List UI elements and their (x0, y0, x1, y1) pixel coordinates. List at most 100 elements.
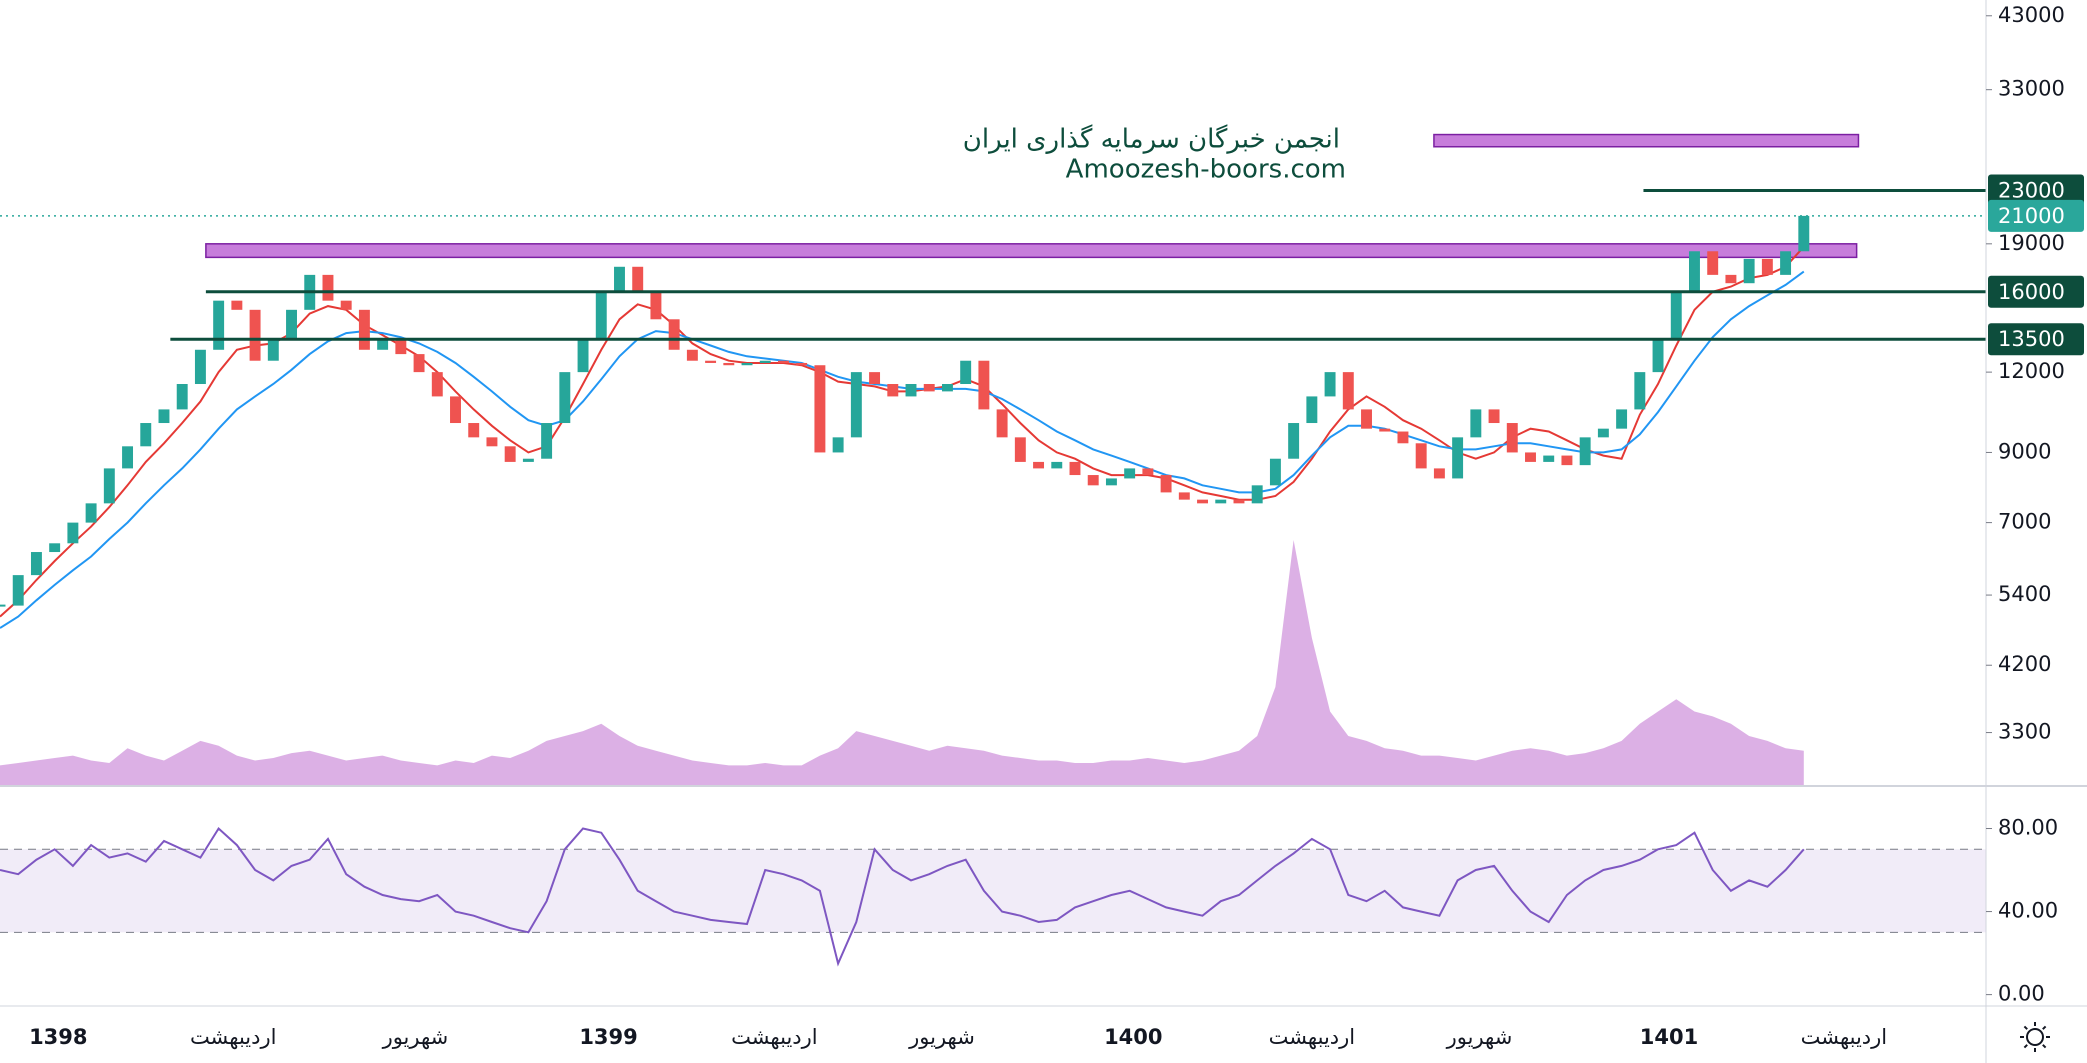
level-label: 13500 (1998, 327, 2065, 351)
rsi-tick-label: 0.00 (1998, 982, 2045, 1006)
candle (322, 274, 334, 301)
candle (1160, 475, 1172, 493)
x-tick-label: اردیبهشت (1269, 1025, 1356, 1049)
candle (267, 339, 279, 361)
candle (1269, 458, 1281, 486)
x-tick-label: اردیبهشت (1801, 1025, 1888, 1049)
candle (1251, 485, 1263, 504)
candle (1561, 455, 1573, 466)
candle (231, 300, 243, 310)
settings-icon[interactable] (2020, 1022, 2050, 1052)
candle (1433, 468, 1445, 479)
candle (140, 423, 152, 447)
last-price-label: 21000 (1998, 204, 2065, 228)
y-tick-label: 9000 (1998, 439, 2051, 463)
candle (996, 409, 1008, 438)
candle (1361, 409, 1372, 429)
candle (103, 468, 115, 504)
candle (1379, 428, 1391, 432)
candle (1069, 461, 1081, 476)
candle (395, 339, 407, 355)
plot-layer (0, 133, 1986, 967)
volume-area (0, 540, 1804, 785)
candle (1743, 258, 1755, 284)
y-tick-label: 4200 (1998, 652, 2051, 676)
zone (1433, 133, 1860, 148)
x-tick-label: 1400 (1104, 1025, 1162, 1049)
candle (504, 446, 516, 462)
last-price-box (1988, 199, 2084, 232)
candle (1616, 409, 1628, 429)
candle (614, 266, 625, 292)
y-tick-label: 5400 (1998, 582, 2051, 606)
candle (67, 522, 79, 544)
candle (1597, 428, 1609, 438)
candle (1105, 478, 1117, 486)
candle (413, 354, 425, 373)
candle (668, 319, 680, 350)
rsi-band (0, 849, 1986, 933)
candle (1014, 437, 1026, 462)
candle (49, 543, 61, 553)
candle (122, 446, 134, 469)
x-tick-label: 1399 (579, 1025, 637, 1049)
candle (869, 372, 881, 385)
y-tick-label: 19000 (1998, 231, 2065, 255)
candle (1689, 251, 1700, 292)
candle (595, 291, 607, 340)
candle (1288, 423, 1300, 459)
watermark-site: Amoozesh-boors.com (1066, 155, 1346, 185)
candle (1197, 499, 1208, 504)
x-tick-label: اردیبهشت (731, 1025, 818, 1049)
candle (1124, 468, 1136, 479)
candle (577, 339, 589, 373)
candle (705, 360, 717, 363)
rsi-tick-label: 80.00 (1998, 816, 2058, 840)
candle (1670, 291, 1682, 340)
candle (1780, 251, 1792, 275)
level-box (1988, 323, 2084, 356)
candle (1397, 431, 1409, 444)
candle (1506, 423, 1518, 453)
rsi-line (0, 826, 1805, 967)
candle (1178, 492, 1190, 500)
candle (559, 372, 571, 424)
candle (1525, 452, 1536, 462)
y-tick-label: 7000 (1998, 510, 2051, 534)
candle (85, 503, 97, 523)
candle (1798, 215, 1810, 252)
level-box (1988, 174, 2084, 207)
candle (650, 291, 662, 320)
x-tick-label: اردیبهشت (190, 1025, 277, 1049)
candle (1233, 499, 1245, 504)
y-tick-label: 33000 (1998, 77, 2065, 101)
candle (850, 372, 862, 438)
candle (887, 384, 899, 397)
x-tick-label: 1398 (29, 1025, 87, 1049)
level-label: 16000 (1998, 280, 2065, 304)
x-tick-label: شهریور (1446, 1025, 1513, 1049)
candle (1488, 409, 1500, 424)
candle (759, 360, 771, 363)
y-tick-label: 43000 (1998, 3, 2065, 27)
candle (340, 300, 352, 310)
candle (0, 604, 6, 607)
candle (905, 384, 917, 397)
y-tick-label: 12000 (1998, 359, 2065, 383)
candle (213, 300, 225, 350)
candle (1452, 437, 1464, 479)
candle (960, 360, 972, 385)
candle (30, 552, 42, 576)
candle (249, 309, 261, 361)
candle (541, 423, 553, 459)
rsi-tick-label: 40.00 (1998, 899, 2058, 923)
candle (923, 384, 935, 392)
candle (1087, 475, 1099, 486)
candle (686, 349, 698, 361)
candle (1324, 372, 1336, 397)
level-box (1988, 275, 2084, 308)
zone (205, 243, 1858, 259)
candle (1634, 372, 1646, 410)
candle (632, 266, 644, 292)
candle (723, 362, 735, 366)
